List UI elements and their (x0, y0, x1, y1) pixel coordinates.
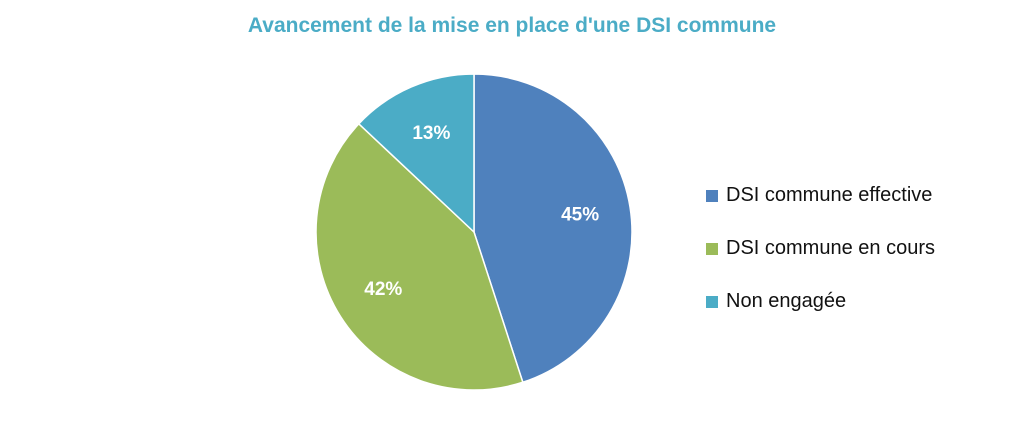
data-label-dsi-commune-effective: 45% (561, 205, 599, 226)
chart-title: Avancement de la mise en place d'une DSI… (247, 14, 777, 37)
legend-label-dsi-commune-effective: DSI commune effective (726, 184, 933, 206)
legend-item-dsi-commune-effective: DSI commune effective (706, 182, 935, 209)
legend-item-dsi-commune-en-cours: DSI commune en cours (706, 235, 935, 262)
legend-swatch-non-engagee (706, 295, 718, 308)
data-label-dsi-commune-en-cours: 42% (364, 279, 402, 300)
pie-slice-dsi-commune-en-cours (315, 122, 524, 391)
data-label-non-engagee: 13% (412, 123, 450, 144)
legend-item-non-engagee: Non engagée (706, 288, 935, 315)
legend-label-non-engagee: Non engagée (726, 290, 847, 312)
legend-swatch-dsi-commune-en-cours (706, 242, 718, 255)
pie-slice-dsi-commune-effective (473, 73, 633, 384)
pie-slice-non-engagee (357, 73, 475, 234)
legend: DSI commune effective DSI commune en cou… (706, 182, 935, 341)
legend-swatch-dsi-commune-effective (706, 189, 718, 202)
legend-label-dsi-commune-en-cours: DSI commune en cours (726, 237, 935, 259)
